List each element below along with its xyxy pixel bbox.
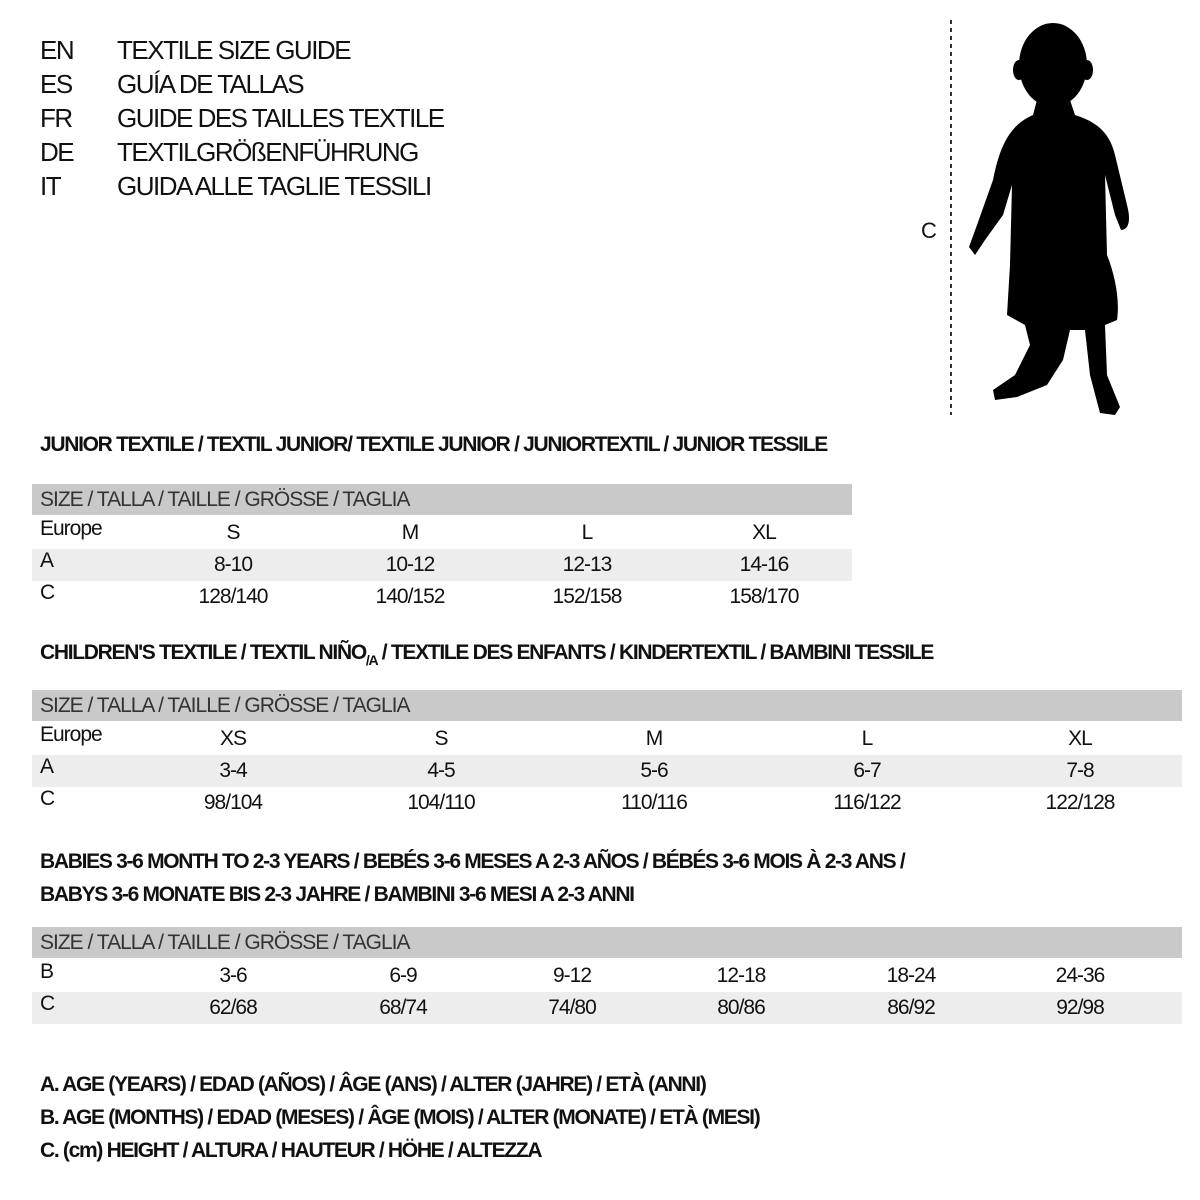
table-cell: 10-12 [385,553,436,576]
table-row: B 3-6 6-9 9-12 12-18 18-24 24-36 [32,960,1182,992]
table-cell: 92/98 [1056,996,1105,1019]
children-heading-main: CHILDREN'S TEXTILE / TEXTIL NIÑO [40,641,367,664]
row-label: B [40,960,54,983]
table-cell: 4-5 [427,759,455,782]
table-header: SIZE / TALLA / TAILLE / GRÖSSE / TAGLIA [32,484,852,515]
table-cell: 6-7 [853,759,881,782]
legend-a: A. AGE (YEARS) / EDAD (AÑOS) / ÂGE (ANS)… [40,1073,707,1096]
table-cell: 80/86 [717,996,766,1019]
table-header: SIZE / TALLA / TAILLE / GRÖSSE / TAGLIA [32,690,1182,721]
table-cell: XS [219,727,247,750]
babies-heading-line2: BABYS 3-6 MONATE BIS 2-3 JAHRE / BAMBINI… [40,883,635,906]
language-code: DE [40,137,75,167]
children-heading-rest: / TEXTILE DES ENFANTS / KINDERTEXTIL / B… [377,641,935,664]
row-label: Europe [40,723,103,746]
table-cell: XL [752,521,777,544]
language-code: EN [40,35,75,65]
table-cell: 7-8 [1066,759,1094,782]
child-silhouette-icon [950,20,1129,415]
child-figure: C [915,15,1145,420]
table-row: Europe XS S M L XL [32,723,1182,755]
height-measure-label: C [921,218,937,243]
children-size-table: SIZE / TALLA / TAILLE / GRÖSSE / TAGLIA E… [32,690,1182,819]
language-code: ES [40,69,73,99]
table-cell: 14-16 [739,553,790,576]
table-cell: 74/80 [548,996,597,1019]
row-label: C [40,992,55,1015]
table-cell: XL [1068,727,1093,750]
table-cell: 9-12 [552,964,592,987]
table-row: A 3-4 4-5 5-6 6-7 7-8 [32,755,1182,787]
table-cell: 158/170 [729,585,800,608]
junior-heading: JUNIOR TEXTILE / TEXTIL JUNIOR/ TEXTILE … [40,433,828,456]
table-cell: 3-6 [219,964,247,987]
table-cell: 86/92 [887,996,936,1019]
table-row: A 8-10 10-12 12-13 14-16 [32,549,852,581]
table-cell: 5-6 [640,759,668,782]
table-cell: 152/158 [552,585,623,608]
legend-b: B. AGE (MONTHS) / EDAD (MESES) / ÂGE (MO… [40,1106,761,1129]
title-text: TEXTILGRÖßENFÜHRUNG [117,137,419,167]
table-cell: 3-4 [219,759,247,782]
table-cell: L [861,727,874,750]
children-heading-sub: /A [365,652,379,668]
table-cell: M [645,727,663,750]
table-row: C 128/140 140/152 152/158 158/170 [32,581,852,613]
babies-size-table: SIZE / TALLA / TAILLE / GRÖSSE / TAGLIA B… [32,927,1182,1024]
babies-heading-line1: BABIES 3-6 MONTH TO 2-3 YEARS / BEBÉS 3-… [40,850,906,873]
title-text: GUÍA DE TALLAS [117,69,305,99]
language-code: IT [40,171,62,201]
table-cell: 68/74 [379,996,428,1019]
table-cell: 62/68 [209,996,258,1019]
title-text: GUIDA ALLE TAGLIE TESSILI [117,171,432,201]
table-cell: 8-10 [213,553,253,576]
table-cell: S [226,521,240,544]
row-label: C [40,581,55,604]
table-header: SIZE / TALLA / TAILLE / GRÖSSE / TAGLIA [32,927,1182,958]
table-cell: L [581,521,594,544]
table-cell: M [401,521,419,544]
table-cell: 98/104 [203,791,263,814]
junior-size-table: SIZE / TALLA / TAILLE / GRÖSSE / TAGLIA E… [32,484,852,613]
table-cell: 18-24 [886,964,937,987]
table-cell: 116/122 [833,791,901,814]
row-label: A [40,755,54,778]
row-label: Europe [40,517,103,540]
row-label: C [40,787,55,810]
table-cell: 110/116 [621,791,688,814]
table-cell: 6-9 [389,964,417,987]
row-label: A [40,549,54,572]
language-code: FR [40,103,73,133]
title-text: TEXTILE SIZE GUIDE [117,35,352,65]
table-row: Europe S M L XL [32,517,852,549]
table-row: C 62/68 68/74 74/80 80/86 86/92 92/98 [32,992,1182,1024]
table-cell: 104/110 [407,791,475,814]
children-heading: CHILDREN'S TEXTILE / TEXTIL NIÑO/A / TEX… [40,640,935,673]
table-cell: 12-18 [716,964,767,987]
table-cell: 24-36 [1055,964,1106,987]
legend-c: C. (cm) HEIGHT / ALTURA / HAUTEUR / HÖHE… [40,1139,543,1162]
table-cell: S [434,727,448,750]
table-row: C 98/104 104/110 110/116 116/122 122/128 [32,787,1182,819]
table-cell: 140/152 [375,585,446,608]
title-text: GUIDE DES TAILLES TEXTILE [117,103,445,133]
table-cell: 128/140 [198,585,269,608]
table-cell: 122/128 [1045,791,1116,814]
table-cell: 12-13 [562,553,613,576]
